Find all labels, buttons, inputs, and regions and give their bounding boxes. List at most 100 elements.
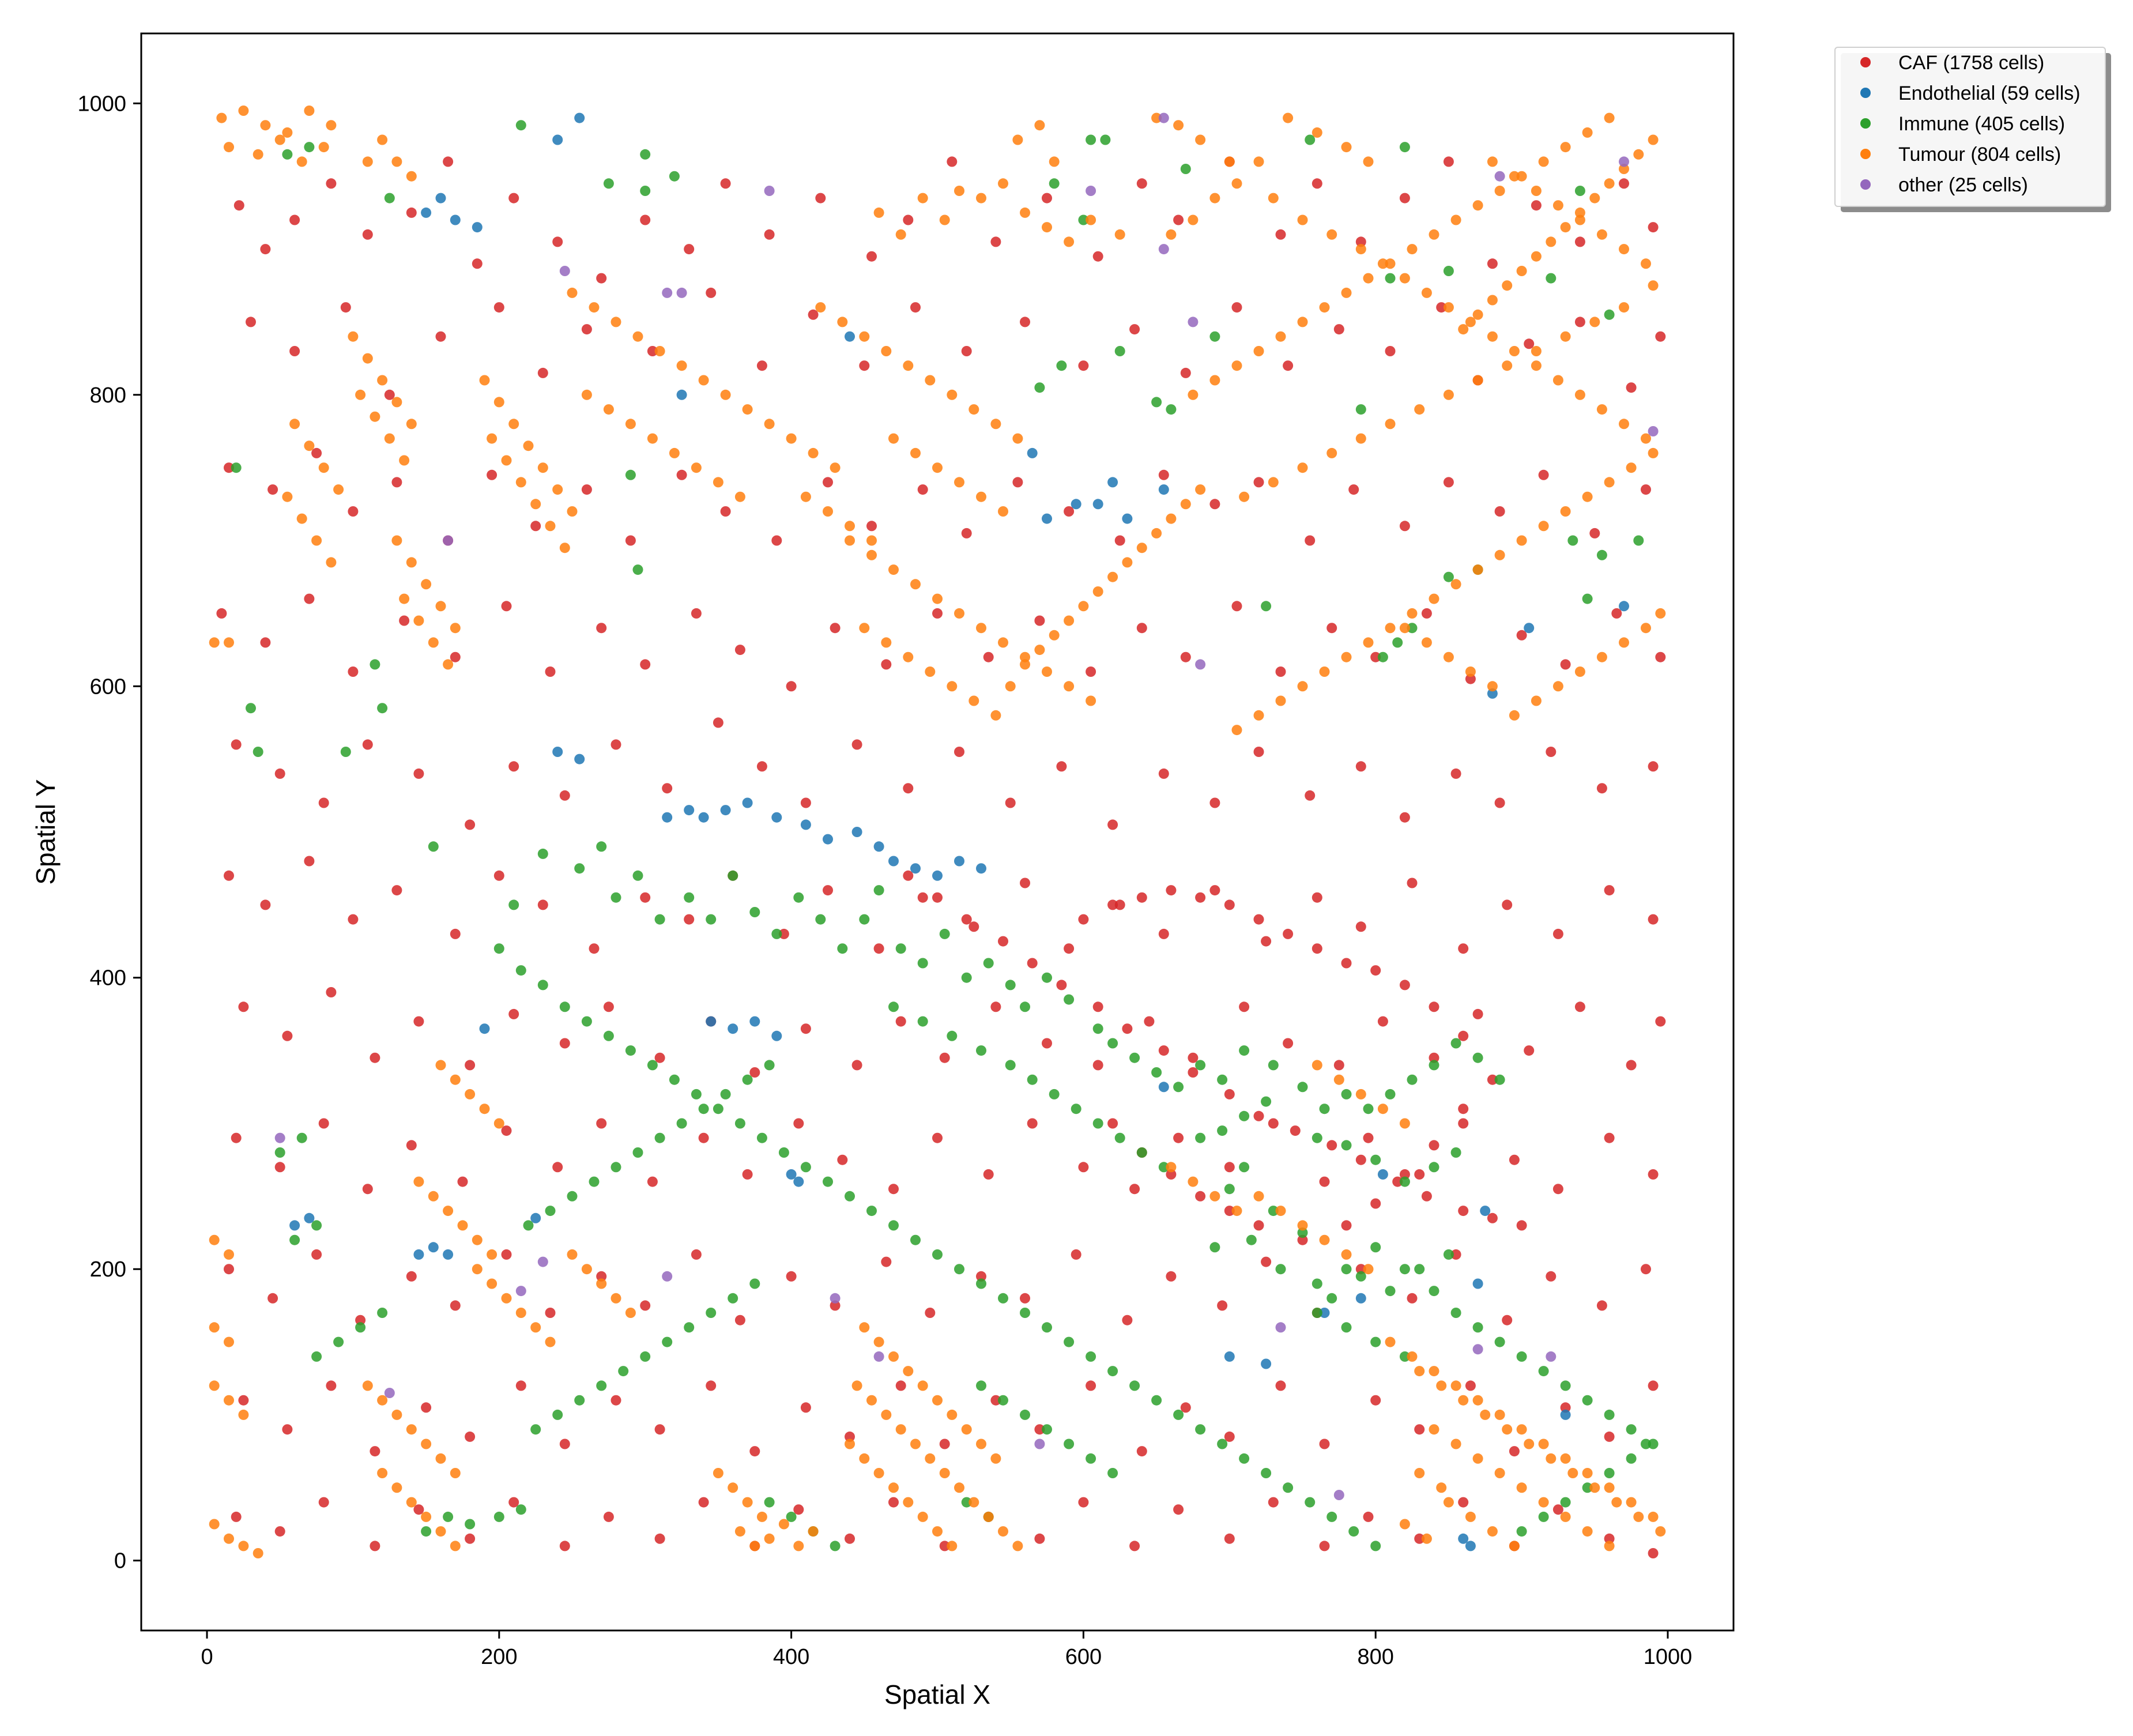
- point-0-141: [954, 747, 964, 757]
- point-0-194: [559, 1038, 570, 1049]
- point-3-320: [1633, 1511, 1644, 1522]
- point-3-90: [1589, 317, 1600, 327]
- point-0-304: [1370, 1395, 1381, 1406]
- point-0-152: [1494, 797, 1505, 808]
- point-0-66: [311, 447, 322, 458]
- point-0-198: [749, 1067, 760, 1078]
- point-3-63: [1582, 491, 1593, 502]
- point-2-101: [1239, 1162, 1250, 1173]
- point-2-70: [1042, 972, 1052, 983]
- point-3-55: [1552, 375, 1563, 386]
- point-3-3: [282, 127, 293, 138]
- point-3-314: [1502, 1424, 1513, 1435]
- point-0-366: [1224, 1206, 1235, 1217]
- point-2-212: [728, 1293, 738, 1304]
- point-0-17: [903, 214, 914, 225]
- point-3-103: [1604, 112, 1615, 123]
- point-3-111: [1429, 229, 1439, 240]
- point-1-45: [428, 1242, 439, 1253]
- point-2-124: [1355, 1271, 1366, 1282]
- point-2-92: [1217, 1125, 1228, 1136]
- point-2-33: [1377, 652, 1388, 662]
- point-2-114: [1472, 1322, 1483, 1333]
- point-3-327: [1538, 1497, 1549, 1508]
- point-3-205: [881, 346, 892, 356]
- point-2-204: [552, 1409, 563, 1420]
- point-2-29: [1261, 601, 1272, 612]
- point-0-146: [1209, 797, 1220, 808]
- point-0-108: [830, 623, 841, 634]
- point-3-406: [1472, 309, 1483, 320]
- point-0-136: [713, 717, 723, 728]
- point-1-40: [786, 1169, 797, 1180]
- point-0-81: [1012, 477, 1023, 488]
- point-3-72: [1385, 623, 1396, 634]
- point-2-14: [1604, 309, 1615, 320]
- point-3-153: [515, 477, 526, 488]
- point-3-255: [581, 1264, 592, 1275]
- point-1-49: [1261, 1358, 1272, 1369]
- point-0-166: [684, 914, 695, 925]
- point-3-307: [728, 1482, 738, 1493]
- point-0-90: [1443, 477, 1454, 488]
- point-3-211: [1012, 433, 1023, 444]
- point-0-192: [465, 1060, 476, 1071]
- point-0-290: [706, 1380, 717, 1391]
- point-2-83: [1341, 1089, 1352, 1099]
- point-2-31: [1392, 637, 1403, 648]
- point-2-67: [983, 958, 994, 969]
- point-3-33: [1363, 156, 1374, 167]
- point-3-275: [932, 1395, 943, 1406]
- point-3-52: [1487, 331, 1498, 342]
- point-3-167: [304, 440, 315, 451]
- point-3-344: [1494, 1409, 1505, 1420]
- point-3-281: [866, 1395, 877, 1406]
- point-3-221: [866, 535, 877, 546]
- point-3-376: [1166, 1162, 1177, 1173]
- point-3-381: [1020, 659, 1030, 670]
- point-3-284: [910, 1438, 921, 1449]
- point-0-387: [1107, 899, 1118, 910]
- point-2-167: [998, 1293, 1008, 1304]
- point-3-240: [435, 1453, 446, 1464]
- point-3-150: [567, 506, 578, 517]
- point-0-202: [939, 1052, 950, 1063]
- point-1-57: [1560, 1409, 1571, 1420]
- point-3-394: [1648, 134, 1659, 145]
- point-3-382: [1034, 645, 1045, 656]
- point-3-346: [1538, 1438, 1549, 1449]
- point-3-121: [1209, 375, 1220, 386]
- point-2-161: [866, 1206, 877, 1217]
- point-3-370: [1253, 1191, 1264, 1202]
- point-0-354: [1290, 1125, 1301, 1136]
- point-3-387: [1107, 571, 1118, 582]
- point-0-176: [1158, 928, 1169, 939]
- point-3-157: [348, 331, 359, 342]
- point-3-246: [435, 1526, 446, 1537]
- point-0-295: [939, 1438, 950, 1449]
- point-3-222: [209, 637, 220, 648]
- point-3-353: [1531, 695, 1542, 706]
- point-0-223: [457, 1176, 468, 1187]
- point-2-207: [618, 1366, 629, 1377]
- point-0-377: [1399, 980, 1410, 991]
- point-1-28: [851, 827, 862, 837]
- point-3-197: [903, 652, 914, 662]
- point-0-5: [406, 207, 417, 218]
- point-2-91: [1195, 1132, 1206, 1143]
- point-2-107: [1275, 1264, 1286, 1275]
- point-3-304: [793, 1541, 804, 1552]
- legend: CAF (1758 cells) Endothelial (59 cells) Im…: [1834, 47, 2111, 212]
- point-2-68: [1005, 980, 1016, 991]
- point-3-308: [742, 1497, 753, 1508]
- point-2-72: [1092, 1023, 1103, 1034]
- point-0-224: [501, 1125, 512, 1136]
- point-2-50: [610, 892, 621, 903]
- point-0-94: [1641, 484, 1651, 495]
- point-3-53: [1509, 346, 1520, 356]
- point-3-371: [1275, 1206, 1286, 1217]
- y-tick-label-600: 600: [90, 675, 126, 699]
- point-0-330: [1129, 1541, 1140, 1552]
- point-3-185: [888, 564, 899, 575]
- point-0-297: [1034, 1424, 1045, 1435]
